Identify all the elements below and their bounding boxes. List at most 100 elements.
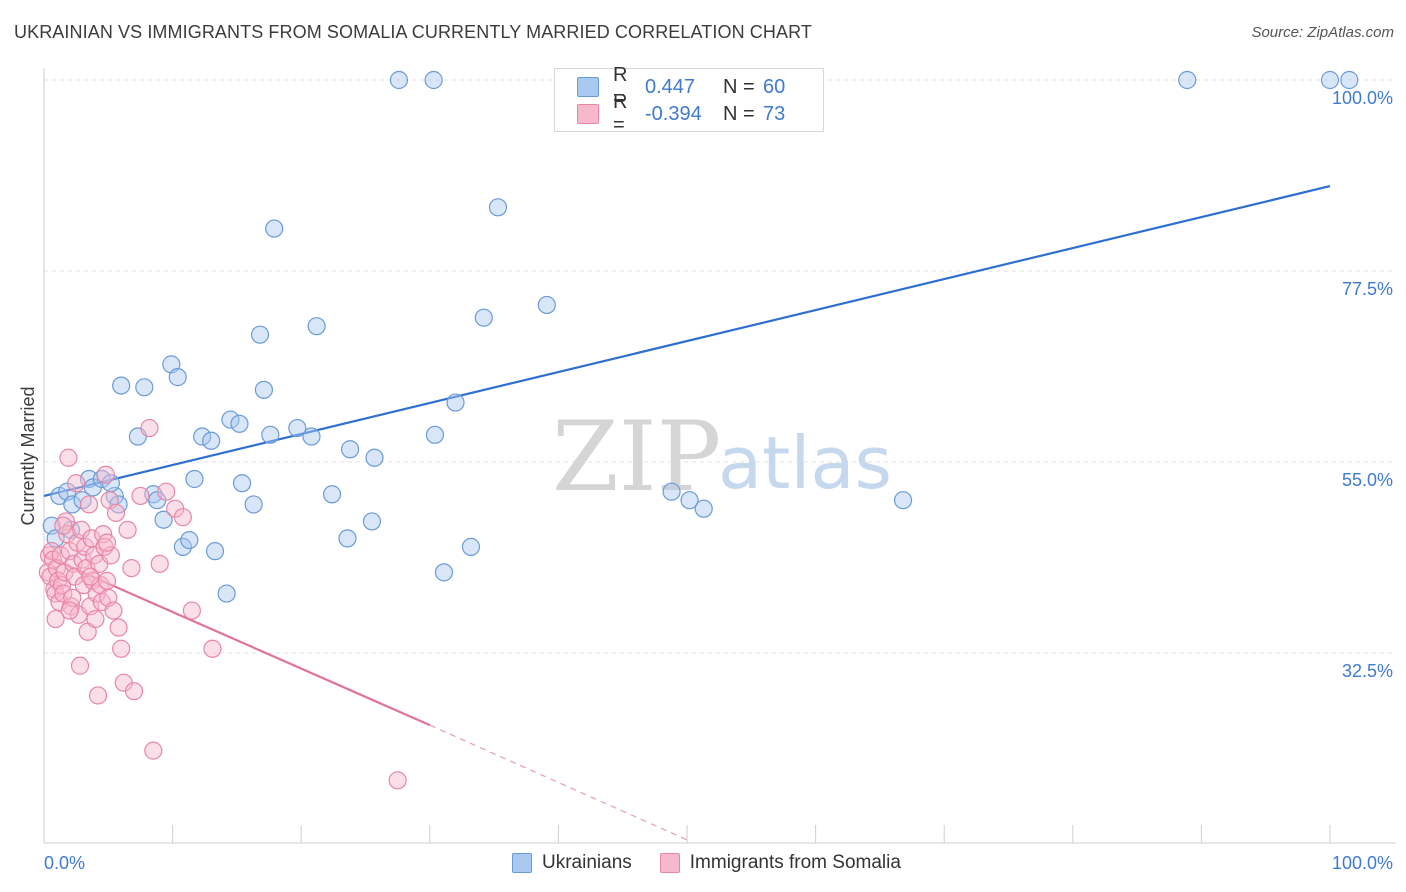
data-points — [38, 70, 1359, 790]
series-legend: Ukrainians Immigrants from Somalia — [512, 852, 929, 874]
point-ukrainians — [173, 537, 192, 556]
legend-swatch-ukrainians — [577, 77, 599, 97]
point-ukrainians — [217, 584, 236, 603]
point-ukrainians — [185, 469, 204, 489]
point-ukrainians — [680, 491, 699, 510]
point-somalia — [118, 520, 137, 540]
point-somalia — [104, 601, 123, 620]
point-somalia — [51, 546, 70, 565]
legend-n-label: N = — [723, 75, 755, 98]
point-somalia — [203, 639, 222, 658]
point-somalia — [182, 601, 201, 620]
watermark: ZIP atlas — [552, 401, 892, 513]
point-ukrainians — [461, 537, 481, 556]
grid-lines — [44, 79, 1396, 654]
series-label-somalia: Immigrants from Somalia — [689, 852, 901, 873]
point-ukrainians — [340, 440, 360, 459]
point-somalia — [96, 465, 115, 484]
point-somalia — [97, 533, 117, 552]
point-ukrainians — [338, 529, 357, 548]
point-somalia — [54, 516, 73, 535]
y-tick-label: 77.5% — [1342, 279, 1393, 299]
point-somalia — [60, 601, 79, 620]
trend-line — [43, 185, 1331, 498]
point-somalia — [122, 559, 141, 578]
point-somalia — [124, 682, 144, 701]
legend-r-label: R = — [613, 64, 628, 109]
point-ukrainians — [232, 474, 252, 493]
point-somalia — [140, 418, 159, 438]
point-ukrainians — [193, 427, 212, 446]
point-ukrainians — [112, 376, 131, 395]
watermark-atlas: atlas — [718, 421, 892, 505]
point-ukrainians — [261, 425, 280, 444]
point-ukrainians — [244, 495, 263, 514]
point-somalia — [67, 474, 86, 493]
y-tick-label: 100.0% — [1332, 88, 1393, 108]
point-ukrainians — [488, 198, 508, 217]
point-ukrainians — [425, 425, 445, 444]
point-ukrainians — [424, 70, 443, 90]
point-ukrainians — [250, 325, 270, 344]
point-somalia — [97, 571, 117, 590]
point-somalia — [144, 741, 163, 760]
point-somalia — [46, 609, 65, 629]
point-ukrainians — [1340, 70, 1359, 90]
point-ukrainians — [893, 491, 913, 510]
stats-legend: R = 0.447 N = 60 R = -0.394 N = 73 — [554, 64, 824, 136]
point-ukrainians — [302, 427, 321, 446]
point-ukrainians — [1320, 70, 1340, 90]
legend-n-value: 60 — [763, 75, 786, 98]
legend-row-somalia: R = -0.394 N = 73 — [577, 91, 786, 136]
x-tick-label: 100.0% — [1332, 853, 1393, 873]
series-legend-ukrainians[interactable]: Ukrainians — [512, 852, 632, 874]
point-somalia — [79, 495, 99, 514]
point-ukrainians — [180, 530, 199, 550]
chart-title: UKRAINIAN VS IMMIGRANTS FROM SOMALIA CUR… — [14, 22, 812, 42]
point-ukrainians — [221, 410, 240, 429]
point-ukrainians — [288, 418, 307, 438]
point-ukrainians — [230, 414, 249, 433]
point-ukrainians — [205, 542, 225, 561]
point-somalia — [88, 686, 108, 705]
y-tick-labels: 32.5% 55.0% 77.5% 100.0% — [1332, 88, 1393, 681]
point-somalia — [109, 618, 128, 637]
point-somalia — [106, 503, 126, 523]
point-ukrainians — [254, 380, 274, 399]
point-ukrainians — [389, 70, 409, 90]
legend-n-label: N = — [723, 102, 755, 125]
point-ukrainians — [446, 393, 465, 412]
point-somalia — [86, 609, 105, 629]
legend-r-label: R = — [613, 91, 628, 136]
series-swatch-ukrainians — [512, 853, 532, 873]
series-legend-somalia[interactable]: Immigrants from Somalia — [659, 852, 901, 874]
series-label-ukrainians: Ukrainians — [542, 852, 632, 873]
watermark-zip: ZIP — [552, 401, 721, 513]
trend-lines — [43, 185, 1331, 841]
point-ukrainians — [154, 510, 173, 529]
point-somalia — [70, 656, 90, 675]
point-ukrainians — [694, 499, 713, 518]
point-ukrainians — [1178, 70, 1197, 90]
point-somalia — [157, 482, 176, 501]
point-ukrainians — [362, 512, 382, 531]
chart-source: Source: ZipAtlas.com — [1251, 24, 1394, 41]
axes — [43, 68, 1396, 844]
trend-line — [43, 554, 431, 727]
point-somalia — [112, 639, 131, 658]
point-somalia — [59, 448, 78, 467]
point-ukrainians — [202, 431, 221, 450]
point-ukrainians — [537, 295, 556, 315]
legend-n-value: 73 — [763, 102, 786, 125]
point-ukrainians — [434, 563, 454, 582]
point-ukrainians — [265, 219, 284, 238]
legend-row-ukrainians: R = 0.447 N = 60 — [577, 64, 786, 109]
point-ukrainians — [307, 317, 326, 336]
point-ukrainians — [168, 368, 187, 387]
y-axis-title: Currently Married — [18, 386, 38, 525]
point-somalia — [150, 554, 169, 573]
trend-line-extension — [429, 724, 688, 841]
point-somalia — [131, 486, 150, 506]
point-somalia — [81, 567, 100, 586]
